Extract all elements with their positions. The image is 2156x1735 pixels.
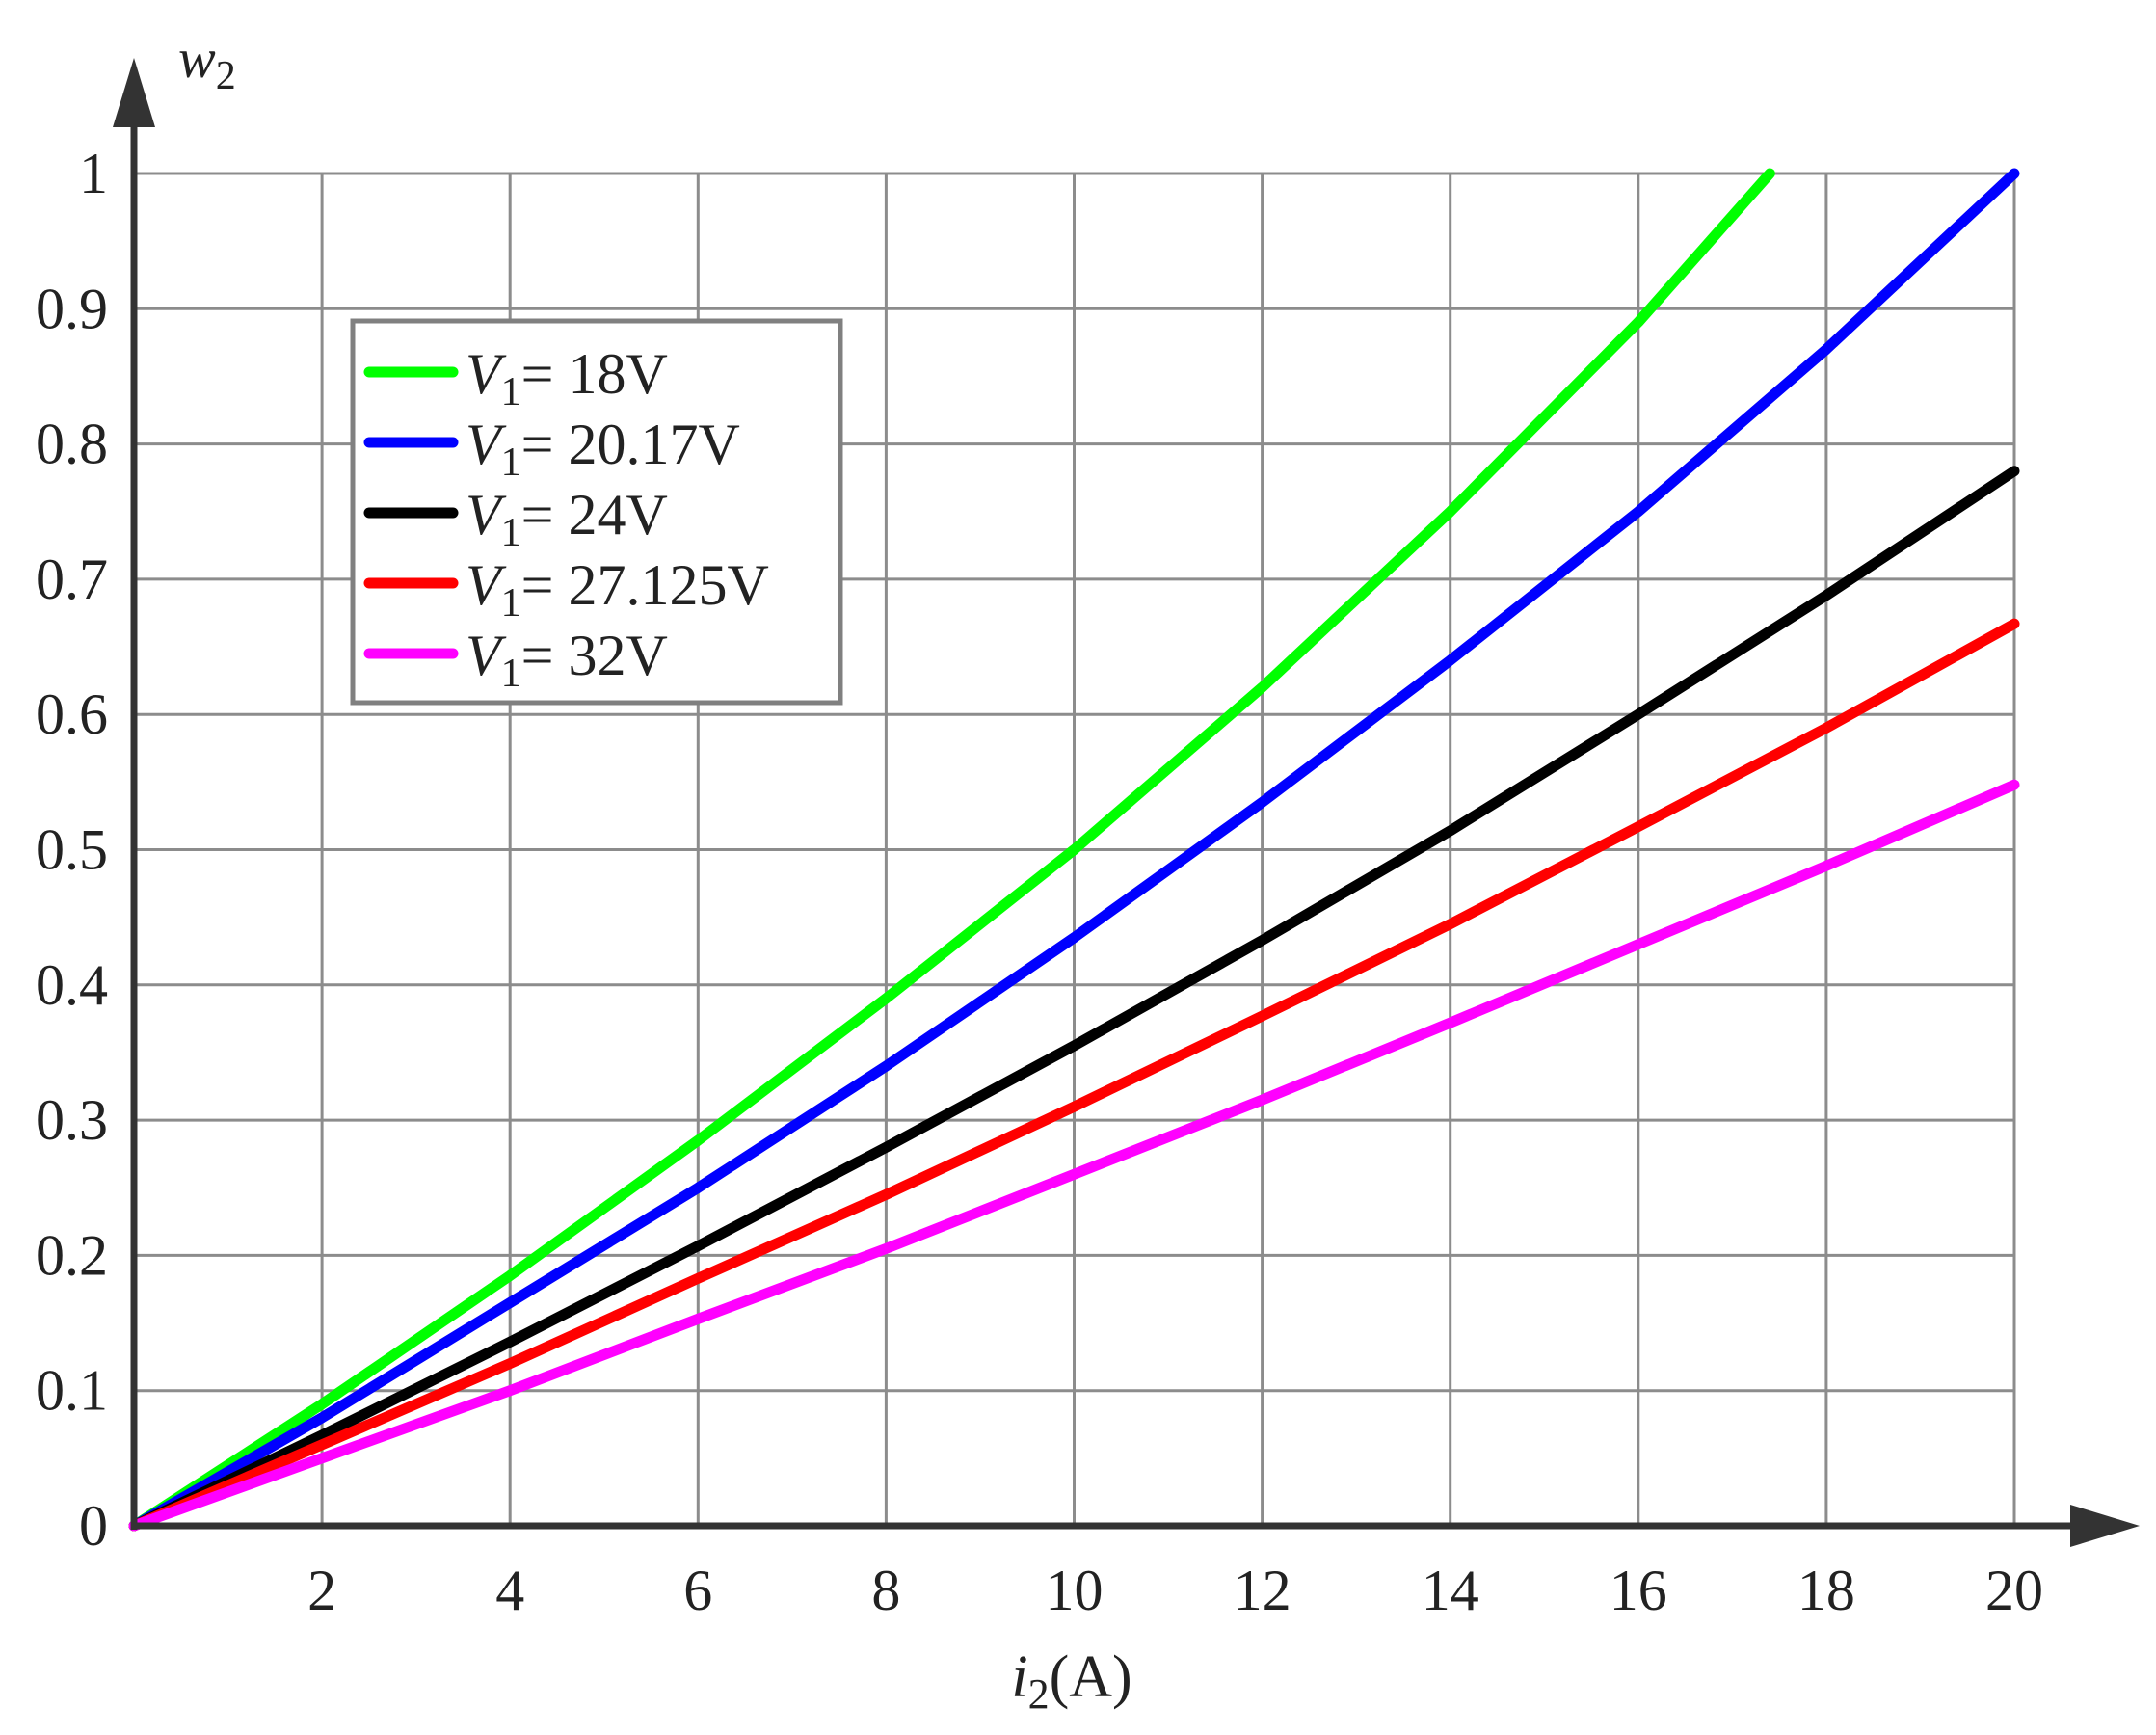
series-line-3 [128,618,2020,1532]
legend-label-1: V1= 20.17V [466,413,740,485]
x-tick-label: 4 [495,1559,524,1622]
x-axis-arrow [2070,1505,2140,1547]
x-tick-label: 20 [1985,1559,2043,1622]
tick-labels: 2 4 6 8 10 12 14 16 18 20 0 0.1 0.2 0.3 0.4 0.5 0.6 0.7 0.… [36,142,2043,1622]
series-line-2 [128,466,2020,1532]
x-tick-label: 16 [1610,1559,1667,1622]
legend-label-2: V1= 24V [466,483,668,555]
x-tick-label: 2 [307,1559,336,1622]
y-tick-label: 0.5 [36,818,108,882]
y-tick-label: 0.8 [36,413,108,476]
series-line-1 [128,168,2020,1532]
x-tick-label: 10 [1046,1559,1104,1622]
y-tick-label: 1 [79,142,108,205]
x-tick-label: 12 [1234,1559,1291,1622]
legend-label-4: V1= 32V [466,624,668,696]
x-tick-label: 18 [1797,1559,1855,1622]
y-tick-label: 0.1 [36,1359,108,1423]
y-tick-label: 0.4 [36,953,108,1017]
series-line-4 [128,779,2020,1532]
series-lines [128,168,2020,1532]
x-tick-label: 14 [1422,1559,1479,1622]
y-tick-label: 0.2 [36,1223,108,1287]
y-axis-label: w2 [178,27,236,98]
x-tick-label: 6 [683,1559,712,1622]
legend-label-0: V1= 18V [466,342,668,414]
y-tick-label: 0.7 [36,547,108,611]
x-axis-label: i2(A) [1011,1644,1131,1718]
y-tick-label: 0.6 [36,682,108,746]
x-tick-label: 8 [871,1559,900,1622]
y-tick-label: 0.3 [36,1088,108,1152]
axes [113,58,2140,1547]
y-tick-label: 0.9 [36,277,108,340]
series-line-0 [128,168,1775,1532]
y-tick-label: 0 [79,1494,108,1558]
y-axis-arrow [113,58,155,127]
legend-label-3: V1= 27.125V [466,553,769,626]
